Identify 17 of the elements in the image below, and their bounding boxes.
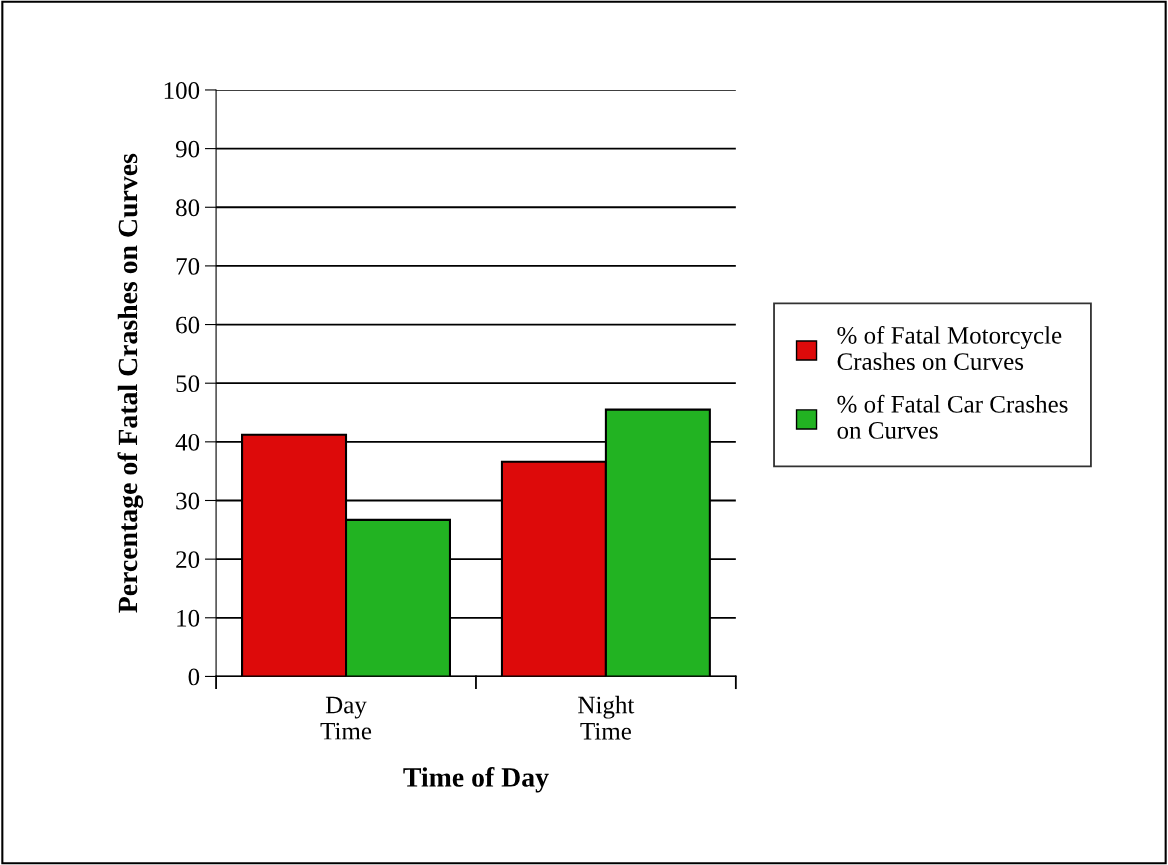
y-tick-label: 50 <box>176 375 200 393</box>
y-tick-label: 90 <box>175 140 200 158</box>
x-tick-label: Day Time <box>320 696 372 740</box>
y-tick-label: 100 <box>164 82 200 99</box>
y-tick-label: 30 <box>176 492 200 510</box>
legend-label: % of Fatal Car Crashes on Curves <box>837 394 1068 439</box>
x-axis-title: Time of Day <box>403 766 549 793</box>
y-tick-label: 10 <box>177 609 200 627</box>
y-tick-label: 0 <box>188 668 200 686</box>
y-axis-title: Percentage of Fatal Crashes on Curves <box>117 153 144 613</box>
y-tick-label: 80 <box>176 199 200 217</box>
y-tick-label: 20 <box>176 551 200 569</box>
legend-label: % of Fatal Motorcycle Crashes on Curves <box>837 325 1062 371</box>
y-tick-label: 40 <box>175 433 200 451</box>
y-tick-label: 70 <box>176 257 200 275</box>
x-tick-label: Night Time <box>578 695 635 740</box>
y-tick-label: 60 <box>176 316 200 334</box>
